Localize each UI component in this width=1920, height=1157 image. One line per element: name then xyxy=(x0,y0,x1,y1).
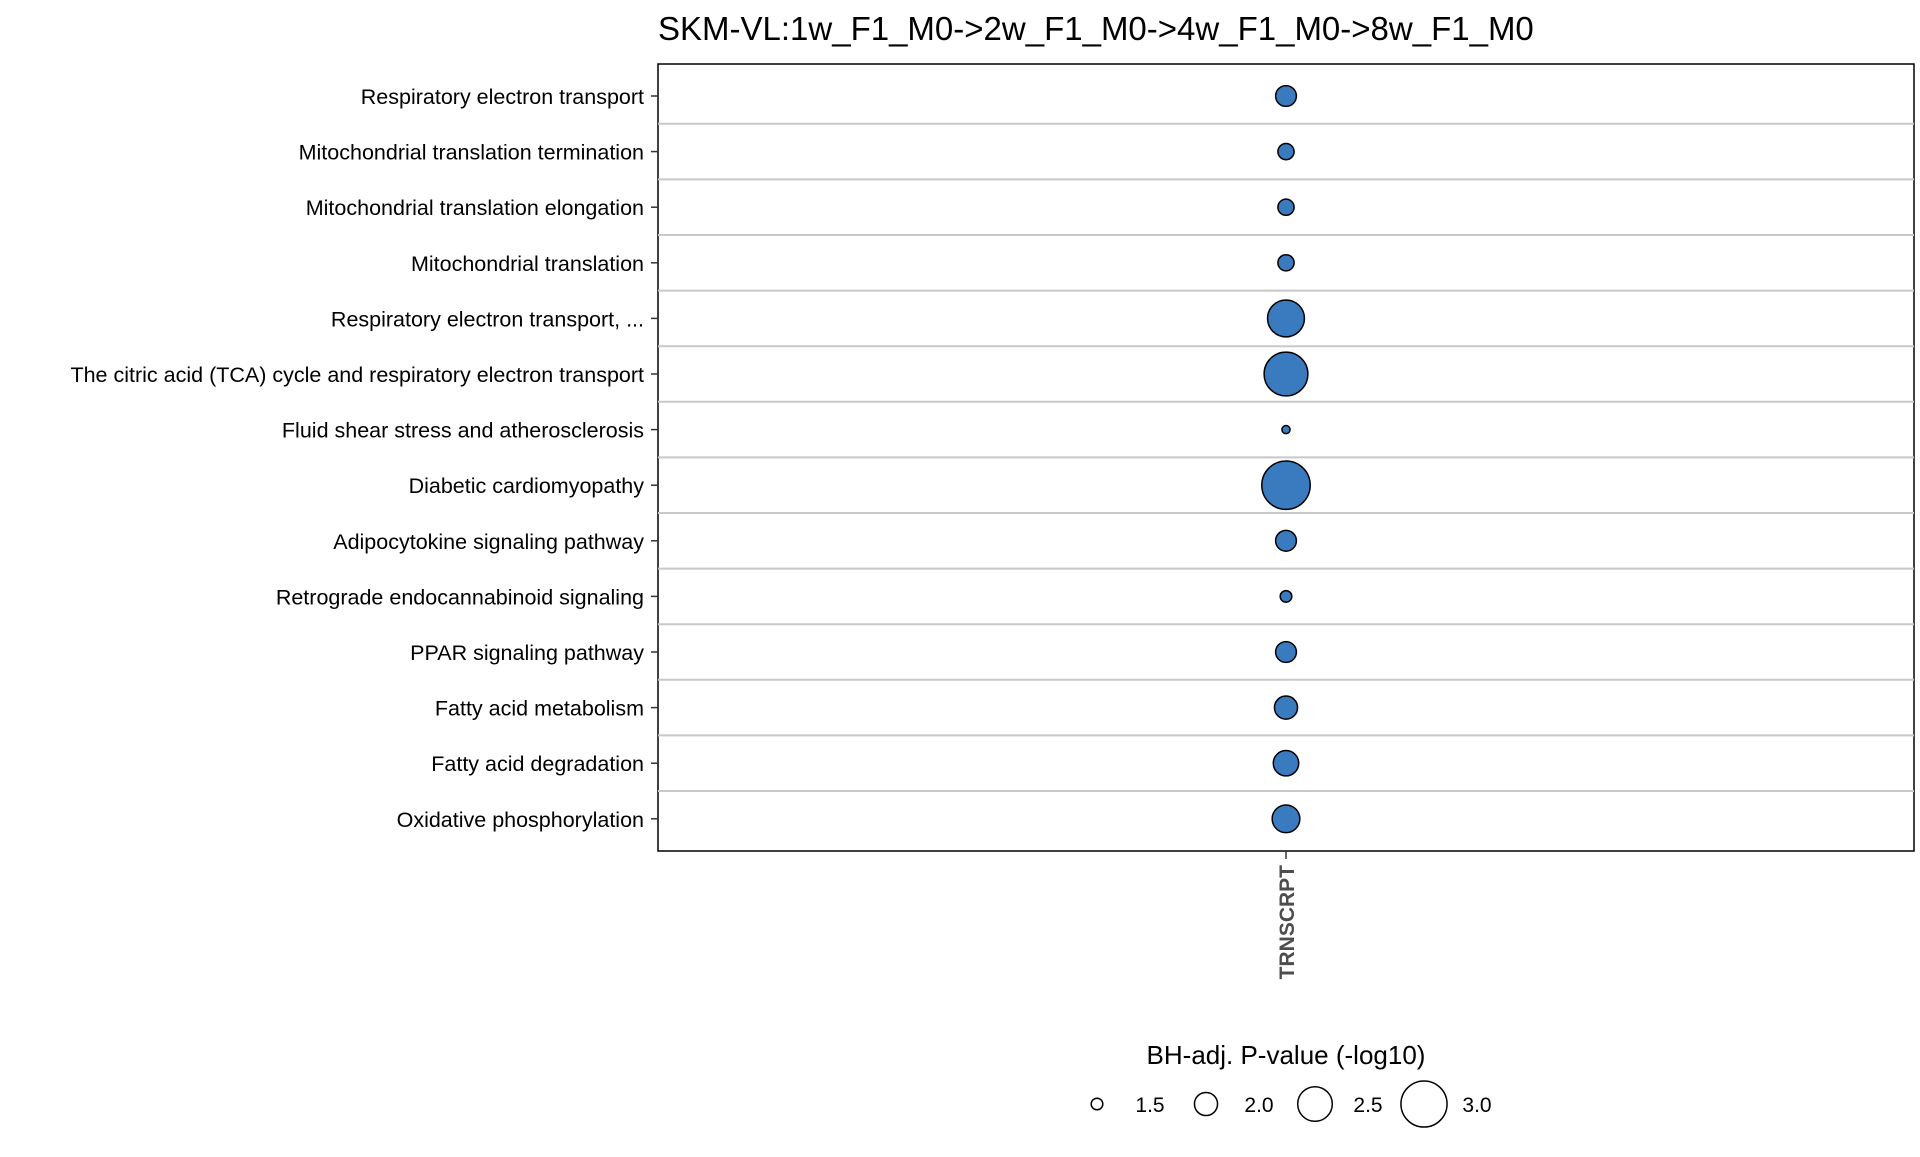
legend-key-circle xyxy=(1296,1085,1334,1123)
legend-keys: 1.5 2.0 2.5 3.0 xyxy=(1090,1080,1492,1128)
y-tick-label: Adipocytokine signaling pathway xyxy=(333,530,644,554)
gridlines xyxy=(658,122,1914,792)
y-tick-label: The citric acid (TCA) cycle and respirat… xyxy=(70,363,644,387)
data-point xyxy=(1273,695,1299,720)
data-point xyxy=(1277,142,1295,161)
data-point xyxy=(1261,460,1311,511)
chart-title: SKM-VL:1w_F1_M0->2w_F1_M0->4w_F1_M0->8w_… xyxy=(658,10,1534,47)
y-tick-label: Fluid shear stress and atherosclerosis xyxy=(282,419,644,443)
y-tick-label: Fatty acid degradation xyxy=(431,752,644,776)
y-tick-label: Diabetic cardiomyopathy xyxy=(409,474,645,498)
data-point xyxy=(1263,351,1309,397)
legend-key-label: 2.0 xyxy=(1244,1094,1273,1117)
data-point xyxy=(1277,253,1295,272)
data-points xyxy=(1261,84,1311,834)
data-point xyxy=(1271,804,1301,834)
size-legend: BH-adj. P-value (-log10) 1.5 2.0 2.5 3.0 xyxy=(1090,1040,1492,1128)
y-tick-label: Respiratory electron transport, ... xyxy=(331,307,644,331)
data-point xyxy=(1274,640,1298,664)
legend-title: BH-adj. P-value (-log10) xyxy=(1147,1040,1426,1070)
y-tick-label: Mitochondrial translation xyxy=(411,252,644,276)
legend-key-label: 2.5 xyxy=(1353,1094,1382,1117)
legend-key-label: 1.5 xyxy=(1135,1094,1164,1117)
data-point xyxy=(1266,299,1306,338)
data-point xyxy=(1281,424,1291,435)
data-point xyxy=(1272,749,1300,777)
legend-key-label: 3.0 xyxy=(1462,1094,1491,1117)
y-tick-label: Respiratory electron transport xyxy=(361,85,644,109)
x-axis: TRNSCRPT xyxy=(1276,851,1299,979)
y-tick-label: Oxidative phosphorylation xyxy=(397,808,644,832)
legend-key-circle xyxy=(1090,1097,1104,1111)
y-tick-label: Retrograde endocannabinoid signaling xyxy=(276,585,644,609)
data-point xyxy=(1274,529,1298,552)
data-point xyxy=(1279,589,1293,603)
y-tick-label: Mitochondrial translation elongation xyxy=(306,196,644,220)
y-axis: Respiratory electron transport Mitochondr… xyxy=(70,85,658,832)
legend-key-circle xyxy=(1193,1091,1219,1117)
data-point xyxy=(1274,84,1298,108)
x-tick-label: TRNSCRPT xyxy=(1276,865,1299,980)
y-tick-label: Mitochondrial translation termination xyxy=(299,141,644,165)
data-point xyxy=(1277,198,1295,217)
legend-key-circle xyxy=(1400,1080,1448,1128)
y-tick-label: Fatty acid metabolism xyxy=(435,697,644,721)
y-tick-label: PPAR signaling pathway xyxy=(410,641,644,665)
